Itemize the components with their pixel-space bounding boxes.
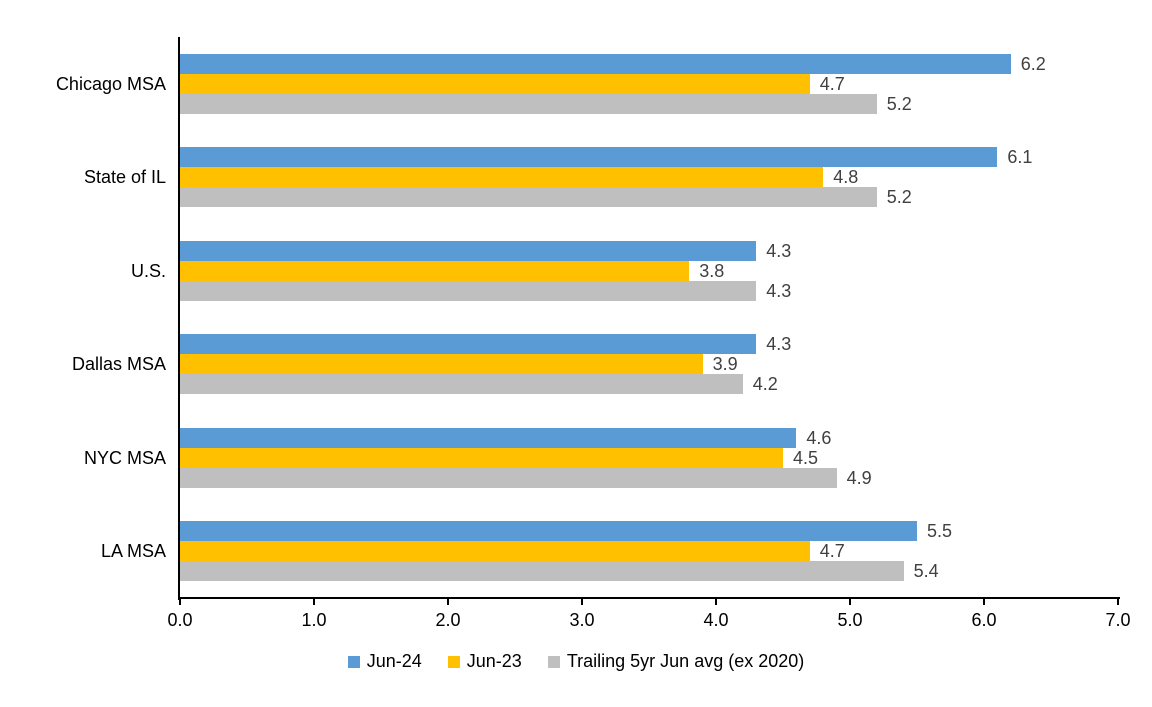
bar xyxy=(180,374,743,395)
bar xyxy=(180,334,757,355)
bar-value-label: 5.5 xyxy=(927,521,953,542)
x-axis-tick xyxy=(313,599,315,605)
bar-value-label: 6.2 xyxy=(1020,53,1046,74)
bar-value-label: 5.2 xyxy=(886,93,912,114)
bar-value-label: 4.7 xyxy=(819,73,845,94)
bar-value-label: 4.9 xyxy=(846,467,872,488)
category-label: Chicago MSA xyxy=(55,73,166,94)
x-axis-tick-label: 5.0 xyxy=(837,610,863,630)
x-axis-tick-label: 3.0 xyxy=(569,610,595,630)
bar xyxy=(180,187,877,208)
x-axis-tick-label: 1.0 xyxy=(301,610,327,630)
legend-label: Trailing 5yr Jun avg (ex 2020) xyxy=(566,651,805,671)
chart-legend: Jun-24 Jun-23 Trailing 5yr Jun avg (ex 202… xyxy=(0,651,1152,672)
x-axis-tick-label: 7.0 xyxy=(1105,610,1131,630)
legend-label: Jun-23 xyxy=(466,651,522,671)
bar xyxy=(180,73,810,94)
bar xyxy=(180,147,998,168)
category-label: U.S. xyxy=(130,260,166,281)
bar-value-label: 4.7 xyxy=(819,541,845,562)
bar-value-label: 4.5 xyxy=(793,447,819,468)
bar xyxy=(180,354,703,375)
bar-value-label: 3.8 xyxy=(699,260,725,281)
bar xyxy=(180,467,837,488)
bar xyxy=(180,167,824,188)
bar-value-label: 4.8 xyxy=(833,167,859,188)
x-axis-tick-label: 6.0 xyxy=(971,610,997,630)
legend-item: Jun-24 xyxy=(347,651,422,672)
bar xyxy=(180,260,690,281)
bar xyxy=(180,93,877,114)
bar xyxy=(180,561,904,582)
category-label: State of IL xyxy=(83,167,166,188)
x-axis-tick xyxy=(849,599,851,605)
category-label: LA MSA xyxy=(100,541,166,562)
bar-value-label: 4.3 xyxy=(766,280,792,301)
legend-item: Jun-23 xyxy=(447,651,522,672)
legend-swatch xyxy=(547,655,560,668)
bar-value-label: 4.6 xyxy=(806,427,832,448)
bar xyxy=(180,541,810,562)
x-axis-line xyxy=(178,597,1120,599)
x-axis-tick xyxy=(983,599,985,605)
category-label: Dallas MSA xyxy=(71,354,166,375)
bar xyxy=(180,447,783,468)
x-axis-tick xyxy=(715,599,717,605)
y-axis-line xyxy=(178,37,180,600)
legend-swatch xyxy=(347,655,360,668)
x-axis-tick-label: 0.0 xyxy=(167,610,193,630)
x-axis-tick xyxy=(581,599,583,605)
legend-item: Trailing 5yr Jun avg (ex 2020) xyxy=(547,651,805,672)
x-axis-tick xyxy=(179,599,181,605)
bar-value-label: 4.3 xyxy=(766,334,792,355)
bar xyxy=(180,427,797,448)
x-axis-tick xyxy=(1117,599,1119,605)
legend-label: Jun-24 xyxy=(366,651,422,671)
bar-value-label: 3.9 xyxy=(712,354,738,375)
category-label: NYC MSA xyxy=(83,447,166,468)
bar-value-label: 4.3 xyxy=(766,240,792,261)
bar-value-label: 4.2 xyxy=(752,374,778,395)
x-axis-tick xyxy=(447,599,449,605)
bar xyxy=(180,280,757,301)
bar xyxy=(180,240,757,261)
bar-value-label: 6.1 xyxy=(1007,147,1033,168)
x-axis-tick-label: 4.0 xyxy=(703,610,729,630)
bar-value-label: 5.4 xyxy=(913,561,939,582)
bar xyxy=(180,53,1011,74)
bar-value-label: 5.2 xyxy=(886,187,912,208)
legend-swatch xyxy=(447,655,460,668)
x-axis-tick-label: 2.0 xyxy=(435,610,461,630)
bar xyxy=(180,521,917,542)
